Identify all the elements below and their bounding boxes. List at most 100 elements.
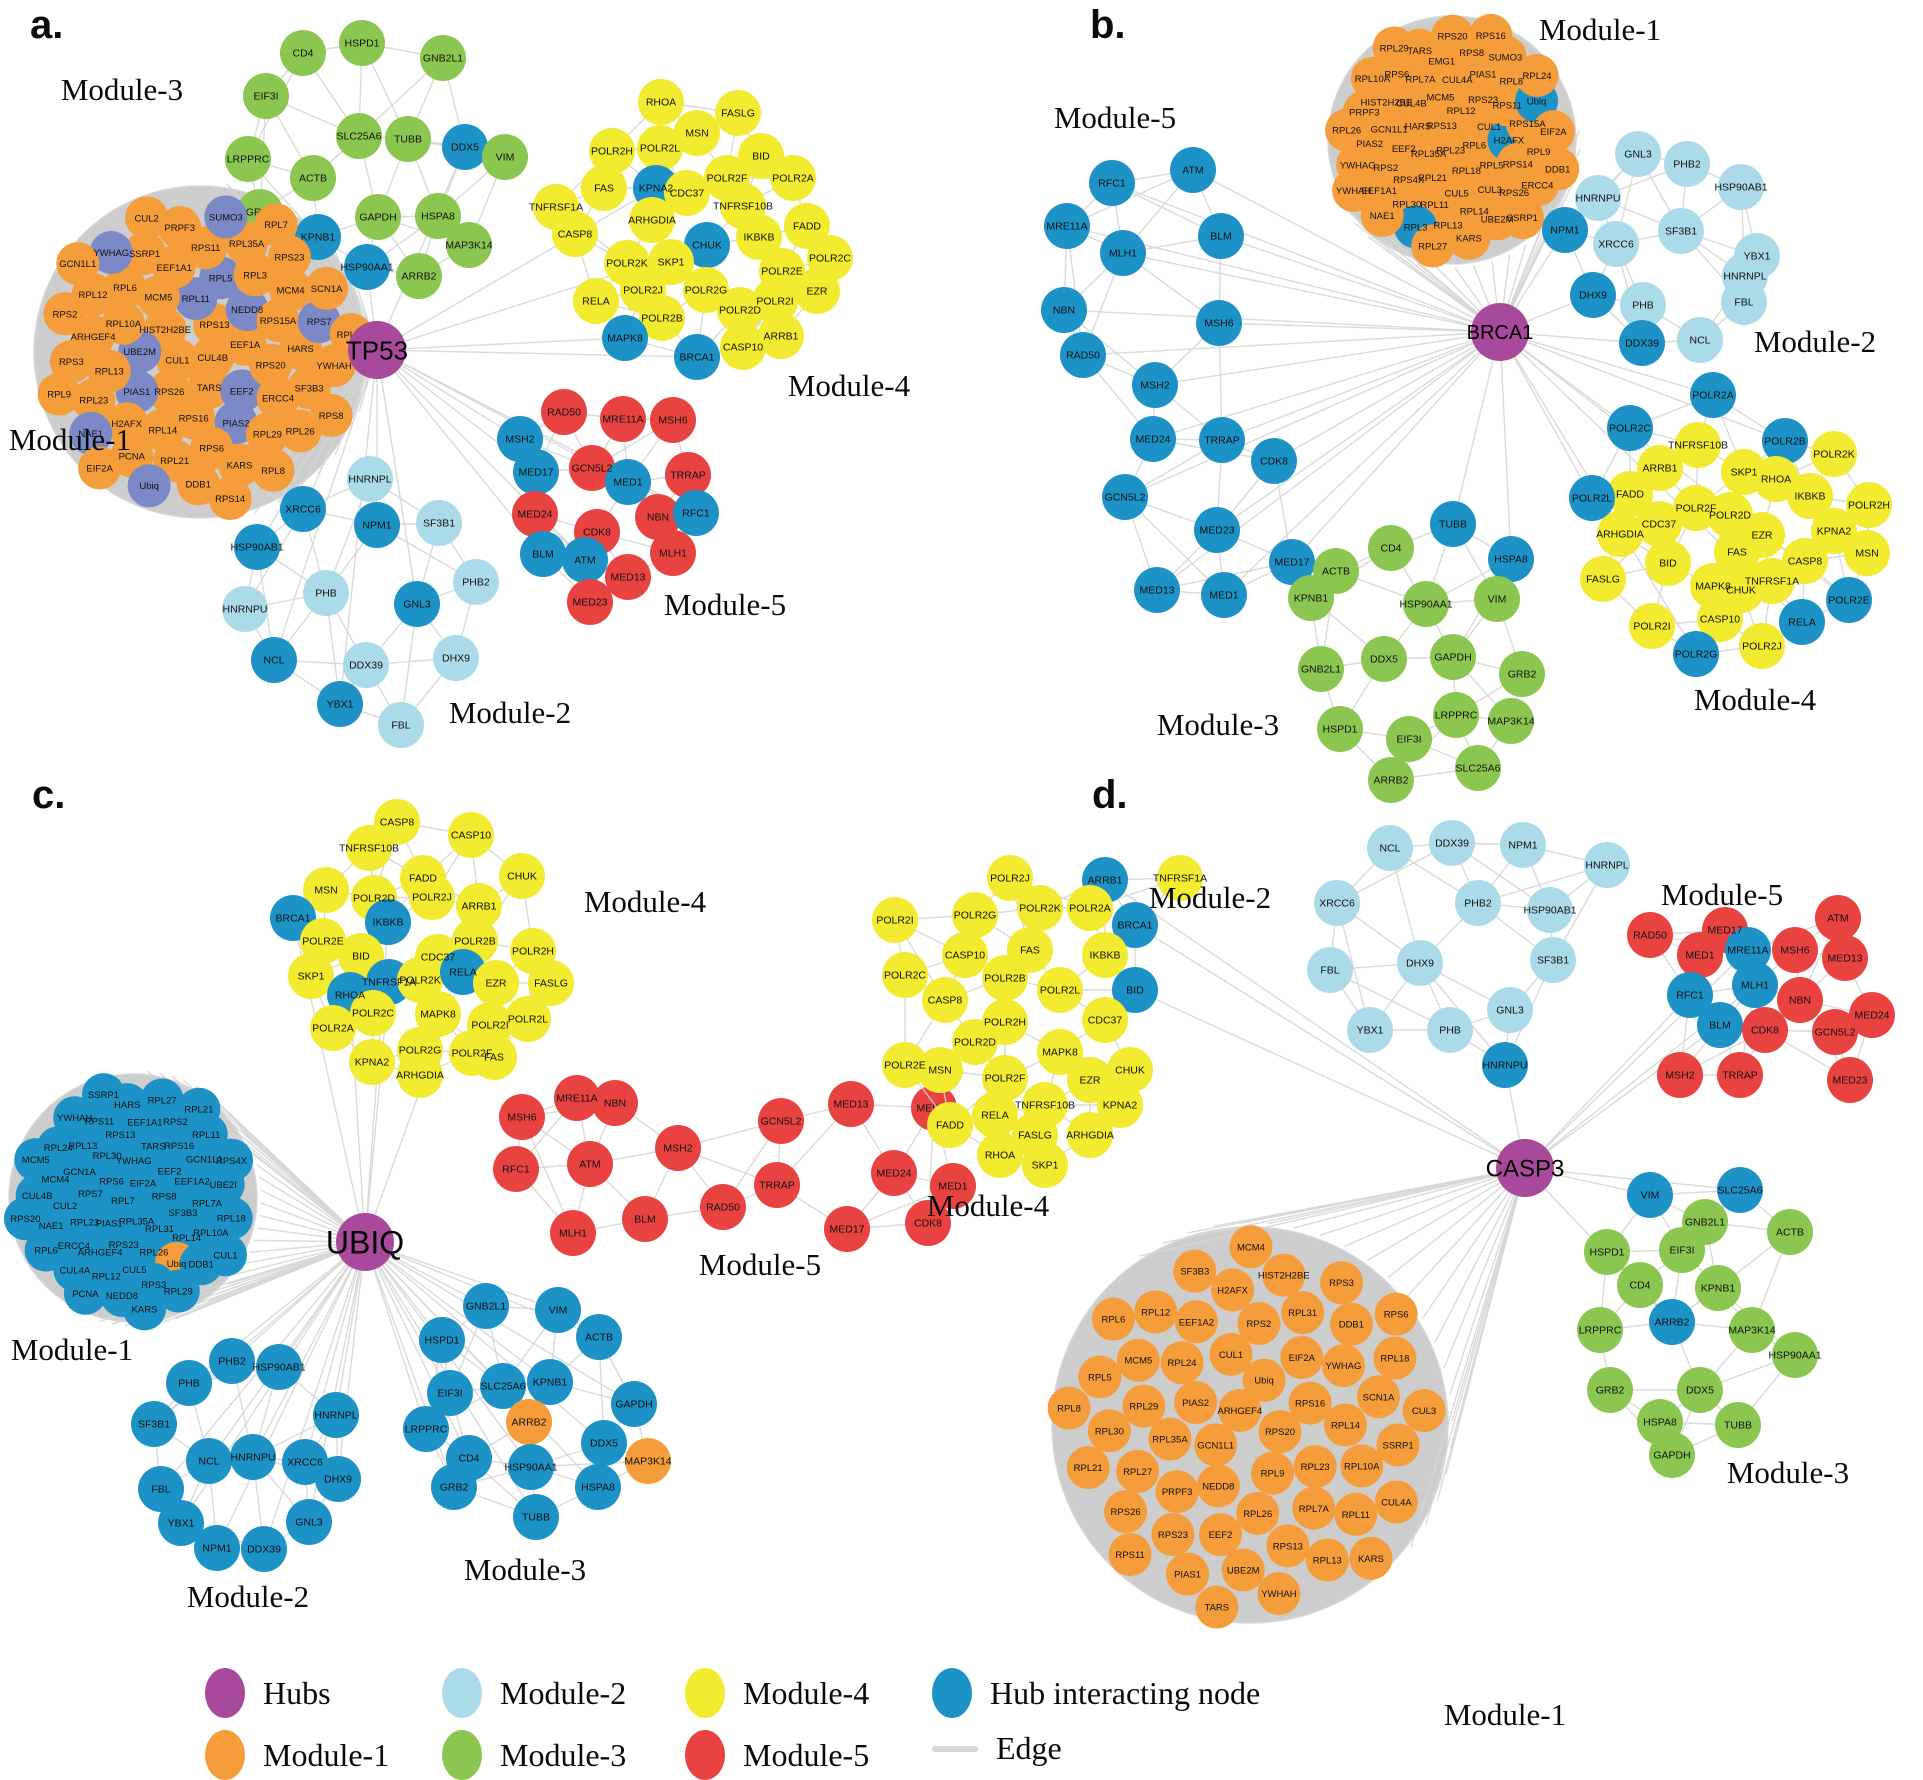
gene-node-label: SSRP1: [88, 1090, 119, 1101]
gene-node-PHB2: [453, 559, 499, 605]
panel-letter-d: d.: [1092, 773, 1128, 817]
gene-node-DDX39: [343, 642, 389, 688]
gene-node-MED17: [513, 449, 559, 495]
gene-node-label: RPS16: [179, 414, 209, 425]
gene-node-RPS20: [1258, 1410, 1302, 1454]
module-label-c-module-1: Module-1: [11, 1332, 133, 1367]
gene-node-label: SKP1: [298, 971, 325, 983]
gene-node-NCL: [1367, 825, 1413, 871]
gene-node-label: BID: [352, 951, 370, 963]
gene-node-label: PCNA: [72, 1289, 99, 1300]
gene-node-label: CUL2: [135, 213, 159, 224]
gene-node-SF3B1: [131, 1401, 177, 1447]
gene-node-label: POLR2H: [1848, 500, 1890, 512]
gene-node-label: DDX39: [1435, 838, 1469, 850]
gene-node-TRRAP: [1199, 417, 1245, 463]
gene-node-label: RPL24: [1168, 1358, 1197, 1369]
gene-node-label: RPS8: [319, 411, 344, 422]
gene-node-label: HSPA8: [421, 211, 455, 223]
gene-node-RPL27: [1116, 1449, 1160, 1493]
gene-node-label: CUL1: [165, 356, 189, 367]
gene-node-label: SF3B3: [168, 1208, 197, 1219]
gene-node-label: PHB2: [462, 577, 490, 589]
gene-node-SSRP1: [81, 1073, 125, 1117]
gene-node-SUMO3: [204, 195, 248, 239]
gene-node-label: HNRNPL: [348, 474, 391, 486]
gene-node-label: RPS16: [1476, 31, 1506, 42]
gene-node-HNRNPU: [222, 586, 268, 632]
gene-node-label: FASLG: [1018, 1130, 1052, 1142]
gene-node-label: NPM1: [362, 520, 391, 532]
gene-node-HSPA8: [415, 193, 461, 239]
gene-node-label: KARS: [132, 1304, 158, 1315]
gene-node-label: ERCC4: [58, 1241, 90, 1252]
gene-node-label: POLR2D: [954, 1037, 996, 1049]
gene-node-label: MSH6: [1204, 318, 1233, 330]
panel-d: NCL DDX39 NPM1 XRCC6 HNRNPL PHB2 HSP90AB1 FBL DH…: [872, 773, 1895, 1732]
gene-node-MSH6: [1196, 300, 1242, 346]
gene-node-label: PHB: [1632, 300, 1654, 312]
gene-node-BLM: [622, 1196, 668, 1242]
gene-node-GNB2L1: [1298, 646, 1344, 692]
gene-node-label: PIAS2: [223, 418, 250, 429]
gene-node-label: EEF1A1: [1362, 186, 1397, 197]
gene-node-label: HSPA8: [581, 1482, 615, 1494]
gene-node-label: RAD50: [547, 407, 581, 419]
gene-node-label: LRPPRC: [227, 154, 270, 166]
module-label-d-module-3: Module-3: [1727, 1455, 1849, 1490]
gene-node-NAE1: [69, 411, 113, 455]
gene-node-label: KPNA2: [1103, 1100, 1138, 1112]
gene-node-RPL7: [254, 203, 298, 247]
gene-node-PCNA: [63, 1271, 107, 1315]
gene-node-label: RPL12: [79, 290, 108, 301]
gene-node-POLR2E: [882, 1042, 928, 1088]
gene-node-ARRB1: [758, 313, 804, 359]
gene-node-label: POLR2B: [454, 936, 495, 948]
gene-node-CDK8: [1742, 1007, 1788, 1053]
gene-node-label: POLR2K: [1813, 449, 1854, 461]
gene-node-POLR2C: [350, 990, 396, 1036]
gene-node-label: PRPF3: [164, 223, 195, 234]
gene-node-label: LRPPRC: [1579, 1325, 1622, 1337]
gene-node-label: RPS4X: [216, 1156, 248, 1167]
gene-node-TNFRSF10B: [1675, 422, 1721, 468]
gene-node-label: EZR: [486, 978, 507, 990]
gene-node-label: CDK8: [914, 1218, 942, 1230]
gene-node-EEF2: [1198, 1513, 1242, 1557]
module-label-d-module-2: Module-2: [1149, 880, 1271, 915]
gene-node-FBL: [1307, 947, 1353, 993]
gene-node-FAS: [471, 1034, 517, 1080]
panel-d-nodes: NCL DDX39 NPM1 XRCC6 HNRNPL PHB2 HSP90AB1 FBL DH…: [872, 820, 1895, 1629]
gene-node-label: MSN: [685, 128, 708, 140]
gene-node-label: TRRAP: [1722, 1070, 1758, 1082]
gene-node-KPNA2: [1811, 508, 1857, 554]
gene-node-MED24: [1130, 416, 1176, 462]
gene-node-POLR2L: [1569, 475, 1615, 521]
gene-node-ARHGEF4: [1218, 1388, 1262, 1432]
gene-node-KARS: [1447, 216, 1491, 260]
gene-node-label: RPS11: [85, 1117, 114, 1128]
gene-node-label: POLR2I: [756, 296, 793, 308]
gene-node-MSH2: [655, 1125, 701, 1171]
gene-node-label: YWHAG: [116, 1156, 152, 1167]
gene-node-BLM: [1198, 213, 1244, 259]
gene-node-LRPPRC: [1433, 692, 1479, 738]
gene-node-POLR2I: [872, 897, 918, 943]
gene-node-label: RPS14: [1503, 160, 1533, 171]
gene-node-SCN1A: [1356, 1375, 1400, 1419]
panel-a-module-4: RHOA FASLG MSN POLR2H POLR2L BID POLR2F POLR2A F…: [529, 79, 853, 380]
gene-node-POLR2K: [397, 957, 443, 1003]
gene-node-label: CASP8: [558, 229, 593, 241]
gene-node-label: RPS2: [163, 1117, 188, 1128]
gene-node-XRCC6: [280, 486, 326, 532]
gene-node-label: RPL21: [1418, 173, 1447, 184]
gene-node-label: MED17: [829, 1224, 864, 1236]
gene-node-SSRP1: [1376, 1423, 1420, 1467]
gene-node-label: RPS26: [154, 387, 184, 398]
gene-node-label: MLH1: [559, 1228, 587, 1240]
gene-node-GCN5L2: [758, 1098, 804, 1144]
gene-node-RPS2: [43, 292, 87, 336]
gene-node-label: RPL35A: [229, 239, 265, 250]
gene-node-MSN: [1844, 530, 1890, 576]
gene-node-label: RHOA: [985, 1150, 1015, 1162]
